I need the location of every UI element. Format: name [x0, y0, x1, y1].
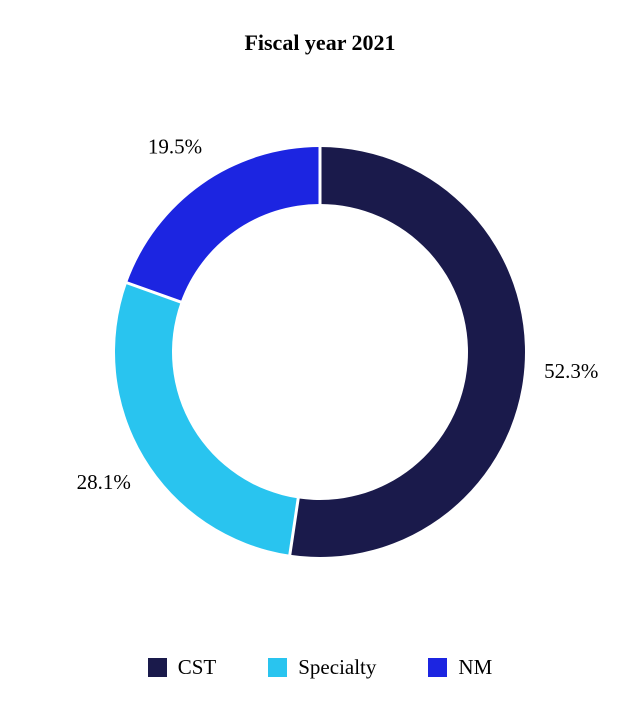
legend-item-nm: NM [428, 655, 492, 680]
donut-segment-cst [289, 147, 525, 557]
legend-swatch-nm [428, 658, 448, 677]
legend-label: Specialty [298, 655, 377, 679]
legend-label: NM [458, 655, 493, 679]
legend-swatch-cst [147, 658, 167, 677]
legend-swatch-specialty [268, 658, 288, 677]
legend: CST Specialty NM [0, 655, 640, 680]
chart-title: Fiscal year 2021 [244, 30, 396, 55]
donut-segment-specialty [114, 282, 299, 555]
segment-divider [124, 280, 184, 305]
legend-item-cst: CST [147, 655, 217, 680]
legend-item-specialty: Specialty [268, 655, 376, 680]
segment-value-label-specialty: 28.1% [77, 470, 131, 494]
legend-label: CST [177, 655, 217, 679]
segment-divider [288, 496, 300, 557]
segment-value-label-cst: 52.3% [544, 359, 598, 383]
donut-segment-nm [127, 147, 320, 303]
segment-value-label-nm: 19.5% [148, 134, 202, 158]
